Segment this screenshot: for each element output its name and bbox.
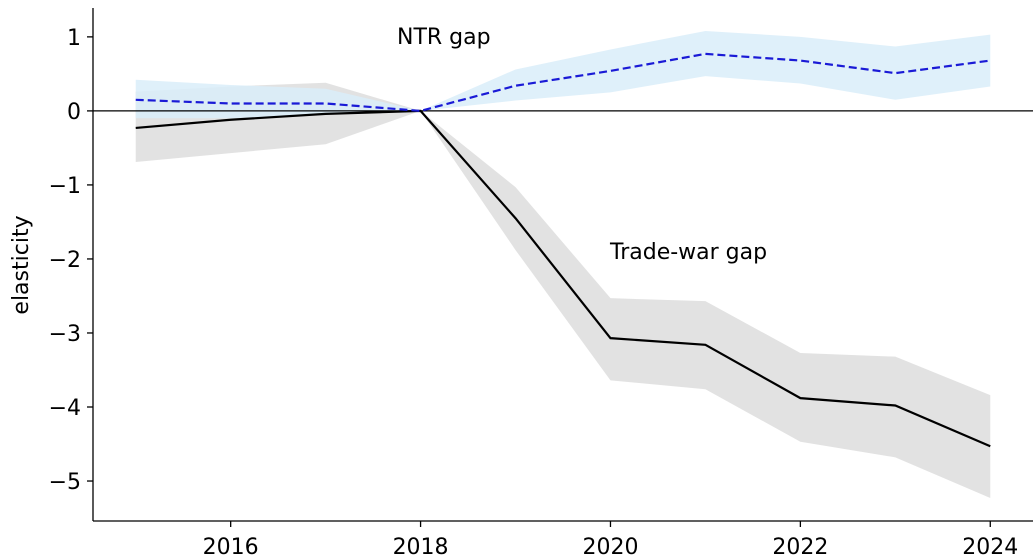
x-tick-label: 2018 <box>393 535 449 559</box>
x-tick-label: 2022 <box>772 535 828 559</box>
x-tick-label: 2016 <box>203 535 259 559</box>
y-tick-label: −1 <box>49 174 81 199</box>
axes: 1 0 −1 −2 −3 −4 −5 2016 2018 2020 2022 2024 <box>49 8 1033 559</box>
confidence-band <box>135 30 991 119</box>
series-annotation: Trade-war gap <box>609 240 767 265</box>
y-tick-label: −3 <box>49 322 81 347</box>
bands <box>135 30 991 499</box>
confidence-band <box>135 82 991 499</box>
y-tick-label: −2 <box>49 248 81 273</box>
y-tick-label: −5 <box>49 470 81 495</box>
y-tick-label: −4 <box>49 396 81 421</box>
series-line <box>135 109 991 448</box>
y-tick-label: 0 <box>67 100 81 125</box>
series-annotation: NTR gap <box>397 25 491 50</box>
x-tick-label: 2024 <box>962 535 1018 559</box>
x-tick-label: 2020 <box>582 535 638 559</box>
y-tick-label: 1 <box>67 26 81 51</box>
lines <box>93 52 1033 448</box>
y-axis-label: elasticity <box>9 215 34 314</box>
